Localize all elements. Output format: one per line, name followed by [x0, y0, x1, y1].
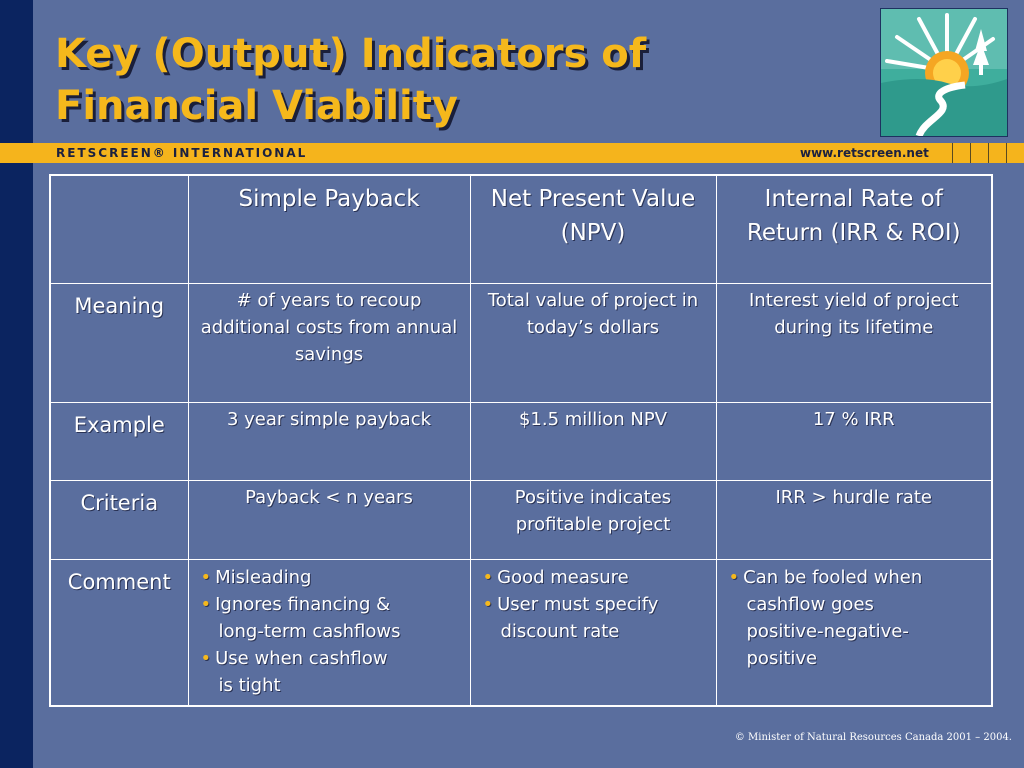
bullet-continuation: positive-negative-: [746, 621, 909, 642]
header-irr-line1: Internal Rate of: [764, 186, 943, 212]
meaning-simple-payback: # of years to recoup additional costs fr…: [187, 283, 471, 403]
bullet-item: • Good measure: [482, 567, 629, 588]
banner-ticks: [952, 143, 1024, 163]
row-label-example: Example: [49, 402, 189, 481]
header-npv-line1: Net Present Value: [490, 186, 696, 212]
row-label-meaning: Meaning: [49, 283, 189, 403]
header-npv: Net Present Value (NPV): [469, 174, 717, 284]
example-irr: 17 % IRR: [715, 402, 993, 481]
comment-npv: • Good measure • User must specify discoun…: [469, 559, 717, 707]
bullet-icon: •: [200, 594, 212, 615]
comment-simple-payback: • Misleading • Ignores financing & long-te…: [187, 559, 471, 707]
bullet-item: • User must specify: [482, 594, 659, 615]
row-label-comment: Comment: [49, 559, 189, 707]
bullet-item: • Can be fooled when: [728, 567, 923, 588]
table-row-meaning: Meaning # of years to recoup additional …: [49, 283, 993, 403]
criteria-simple-payback: Payback < n years: [187, 480, 471, 560]
bullet-item: • Use when cashflow: [200, 648, 388, 669]
meaning-irr: Interest yield of project during its lif…: [715, 283, 993, 403]
bullet-continuation: is tight: [218, 675, 281, 696]
slide-title: Key (Output) Indicators of Financial Via…: [55, 28, 646, 132]
header-irr-line2: Return (IRR & ROI): [746, 220, 961, 246]
bullet-continuation: long-term cashflows: [218, 621, 401, 642]
example-npv: $1.5 million NPV: [469, 402, 717, 481]
website-label: www.retscreen.net: [800, 146, 929, 160]
slide-title-line2: Financial Viability: [55, 83, 458, 129]
header-empty-cell: [49, 174, 189, 284]
retscreen-sun-logo: [880, 8, 1008, 137]
financial-indicators-table: Simple Payback Net Present Value (NPV) I…: [49, 174, 993, 707]
bullet-icon: •: [728, 567, 740, 588]
bullet-item: • Ignores financing &: [200, 594, 391, 615]
bullet-continuation: positive: [746, 648, 818, 669]
comment-irr: • Can be fooled when cashflow goes positi…: [715, 559, 993, 707]
table-row-comment: Comment • Misleading • Ignores financing &…: [49, 559, 993, 707]
table-row-criteria: Criteria Payback < n years Positive indi…: [49, 480, 993, 560]
bullet-continuation: cashflow goes: [746, 594, 874, 615]
copyright-notice: © Minister of Natural Resources Canada 2…: [734, 732, 1012, 743]
criteria-npv: Positive indicates profitable project: [469, 480, 717, 560]
criteria-irr: IRR > hurdle rate: [715, 480, 993, 560]
table-header-row: Simple Payback Net Present Value (NPV) I…: [49, 174, 993, 284]
row-label-criteria: Criteria: [49, 480, 189, 560]
table-row-example: Example 3 year simple payback $1.5 milli…: [49, 402, 993, 481]
bullet-continuation: discount rate: [500, 621, 620, 642]
financial-indicators-table-wrapper: Simple Payback Net Present Value (NPV) I…: [49, 174, 993, 707]
slide-title-line1: Key (Output) Indicators of: [55, 31, 647, 77]
left-accent-bar: [0, 0, 33, 768]
header-simple-payback: Simple Payback: [187, 174, 471, 284]
bullet-icon: •: [200, 567, 212, 588]
bullet-icon: •: [482, 567, 494, 588]
retscreen-banner: [0, 143, 1024, 163]
header-npv-line2: (NPV): [560, 220, 626, 246]
meaning-npv: Total value of project in today’s dollar…: [469, 283, 717, 403]
bullet-item: • Misleading: [200, 567, 312, 588]
header-irr: Internal Rate of Return (IRR & ROI): [715, 174, 993, 284]
brand-label: RETSCREEN® INTERNATIONAL: [56, 146, 308, 160]
example-simple-payback: 3 year simple payback: [187, 402, 471, 481]
bullet-icon: •: [482, 594, 494, 615]
bullet-icon: •: [200, 648, 212, 669]
